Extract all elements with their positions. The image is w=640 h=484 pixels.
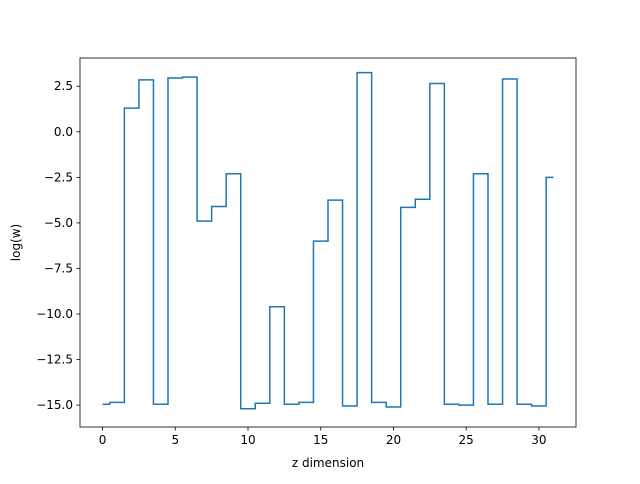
series-line-0 bbox=[102, 71, 554, 410]
x-tick-label: 5 bbox=[171, 433, 179, 447]
series-layer bbox=[102, 71, 554, 410]
x-axis-label: z dimension bbox=[292, 456, 364, 470]
x-tick-label: 25 bbox=[459, 433, 474, 447]
y-tick-label: −7.5 bbox=[44, 261, 73, 275]
plot-area-frame bbox=[79, 57, 577, 428]
y-tick-label: −2.5 bbox=[44, 170, 73, 184]
x-tick-label: 10 bbox=[240, 433, 255, 447]
y-axis-label: log(w) bbox=[9, 224, 23, 261]
y-tick-label: −5.0 bbox=[44, 216, 73, 230]
x-tick-label: 20 bbox=[386, 433, 401, 447]
x-tick-label: 15 bbox=[313, 433, 328, 447]
y-tick-label: −10.0 bbox=[36, 307, 73, 321]
y-tick-label: 2.5 bbox=[54, 79, 73, 93]
y-tick-label: 0.0 bbox=[54, 125, 73, 139]
y-tick-label: −15.0 bbox=[36, 398, 73, 412]
y-tick-label: −12.5 bbox=[36, 353, 73, 367]
y-axis-ticks: −15.0 −12.5 −10.0 −7.5 −5.0 −2.5 0.0 2.5 bbox=[36, 79, 80, 412]
x-axis-ticks: 0 5 10 15 20 25 30 bbox=[99, 427, 547, 447]
x-tick-label: 0 bbox=[99, 433, 107, 447]
x-tick-label: 30 bbox=[531, 433, 546, 447]
